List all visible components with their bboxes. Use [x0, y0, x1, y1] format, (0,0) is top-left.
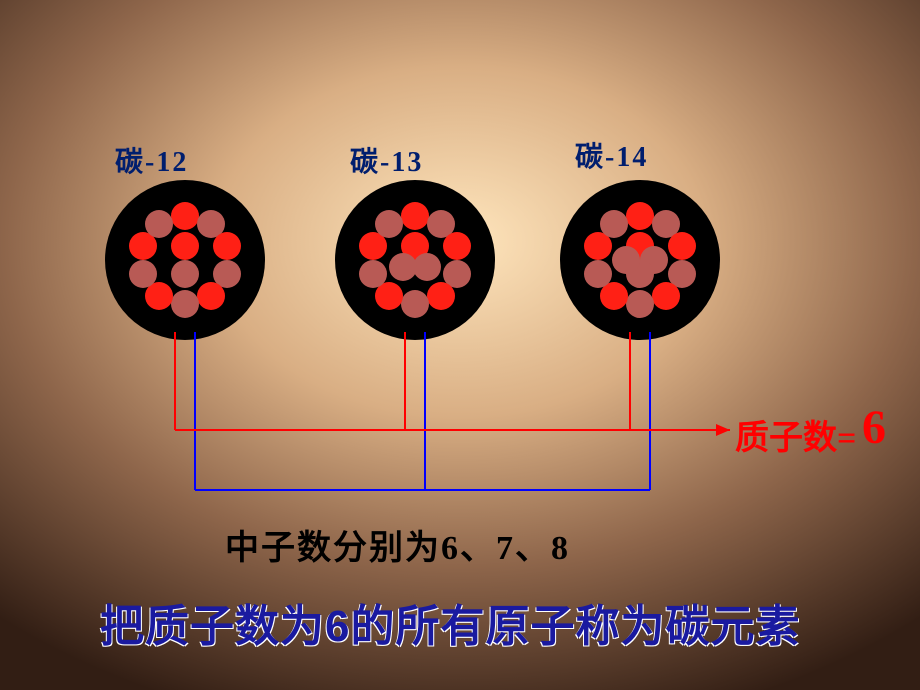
connector-lines: [0, 0, 920, 690]
isotope-label-c12: 碳-12: [115, 140, 188, 180]
proton: [401, 202, 429, 230]
proton: [668, 232, 696, 260]
neutron: [401, 290, 429, 318]
proton: [443, 232, 471, 260]
proton: [197, 282, 225, 310]
proton: [171, 202, 199, 230]
neutron: [413, 253, 441, 281]
neutron: [145, 210, 173, 238]
isotope-label-c14: 碳-14: [575, 135, 648, 175]
neutron: [626, 290, 654, 318]
proton: [626, 202, 654, 230]
proton: [171, 232, 199, 260]
proton: [427, 282, 455, 310]
summary-text: 把质子数为6的所有原子称为碳元素: [100, 590, 800, 654]
isotope-label-c13: 碳-13: [350, 140, 423, 180]
neutron: [375, 210, 403, 238]
proton: [652, 282, 680, 310]
proton-count-number: 6: [862, 400, 886, 455]
neutron: [600, 210, 628, 238]
neutron: [389, 253, 417, 281]
proton-count-label: 质子数=: [735, 410, 856, 459]
neutron: [584, 260, 612, 288]
neutron-count-text: 中子数分别为6、7、8: [225, 520, 570, 569]
neutron: [171, 260, 199, 288]
proton: [213, 232, 241, 260]
neutron: [612, 246, 640, 274]
nucleus-c14: [560, 180, 720, 340]
neutron: [359, 260, 387, 288]
neutron: [171, 290, 199, 318]
nucleus-c12: [105, 180, 265, 340]
nucleus-c13: [335, 180, 495, 340]
neutron: [129, 260, 157, 288]
